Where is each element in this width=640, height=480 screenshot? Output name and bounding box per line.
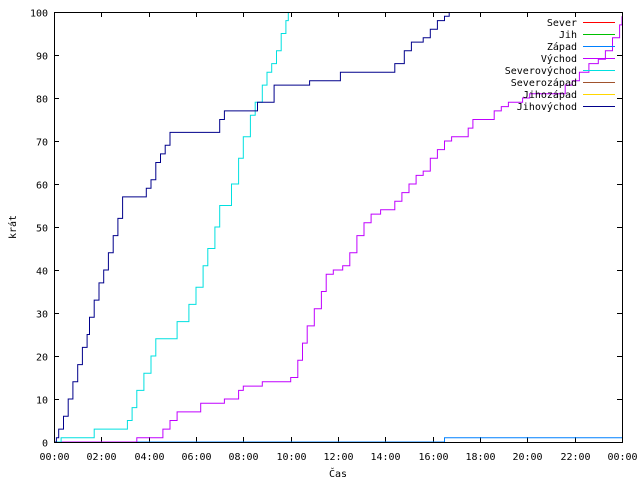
x-tick-label: 10:00 bbox=[276, 452, 306, 463]
y-tick-label: 60 bbox=[36, 181, 48, 192]
legend-label: Severozápad bbox=[511, 77, 577, 89]
y-tick-label: 10 bbox=[36, 396, 48, 407]
legend-label: Západ bbox=[547, 41, 577, 53]
x-tick-label: 20:00 bbox=[512, 452, 542, 463]
x-tick-label: 02:00 bbox=[86, 452, 116, 463]
plot-frame bbox=[54, 12, 623, 443]
legend-label: Východ bbox=[541, 53, 577, 65]
y-axis-label: krát bbox=[7, 215, 19, 239]
axis-ticks: 00:00 02:00 04:00 06:00 08:00 10:00 12:00 14:00… bbox=[30, 9, 638, 464]
x-tick-label: 08:00 bbox=[228, 452, 258, 463]
y-tick-label: 100 bbox=[30, 9, 48, 20]
y-tick-label: 0 bbox=[42, 439, 48, 450]
x-tick-label: 22:00 bbox=[560, 452, 590, 463]
x-tick-label: 16:00 bbox=[418, 452, 448, 463]
legend-label: Severovýchod bbox=[505, 65, 577, 77]
series-line-severovýchod bbox=[54, 12, 289, 443]
y-tick-label: 40 bbox=[36, 267, 48, 278]
x-tick-label: 14:00 bbox=[370, 452, 400, 463]
x-tick-label: 18:00 bbox=[465, 452, 495, 463]
y-tick-label: 30 bbox=[36, 310, 48, 321]
x-tick-label: 00:00 bbox=[607, 452, 637, 463]
x-axis-label: Čas bbox=[329, 467, 347, 480]
y-tick-label: 50 bbox=[36, 224, 48, 235]
y-tick-label: 80 bbox=[36, 95, 48, 106]
legend-label: Jihozápad bbox=[523, 89, 577, 101]
x-tick-label: 00:00 bbox=[39, 452, 69, 463]
legend-label: Jihovýchod bbox=[517, 101, 577, 113]
series-line-východ bbox=[54, 16, 623, 443]
x-tick-label: 06:00 bbox=[181, 452, 211, 463]
legend: SeverJihZápadVýchodSeverovýchodSeverozáp… bbox=[505, 18, 615, 113]
series-line-jihovýchod bbox=[54, 12, 450, 443]
y-tick-label: 90 bbox=[36, 52, 48, 63]
legend-label: Jih bbox=[559, 30, 577, 41]
x-tick-label: 12:00 bbox=[323, 452, 353, 463]
x-tick-label: 04:00 bbox=[134, 452, 164, 463]
y-tick-label: 20 bbox=[36, 353, 48, 364]
legend-label: Sever bbox=[547, 18, 577, 29]
y-tick-label: 70 bbox=[36, 138, 48, 149]
